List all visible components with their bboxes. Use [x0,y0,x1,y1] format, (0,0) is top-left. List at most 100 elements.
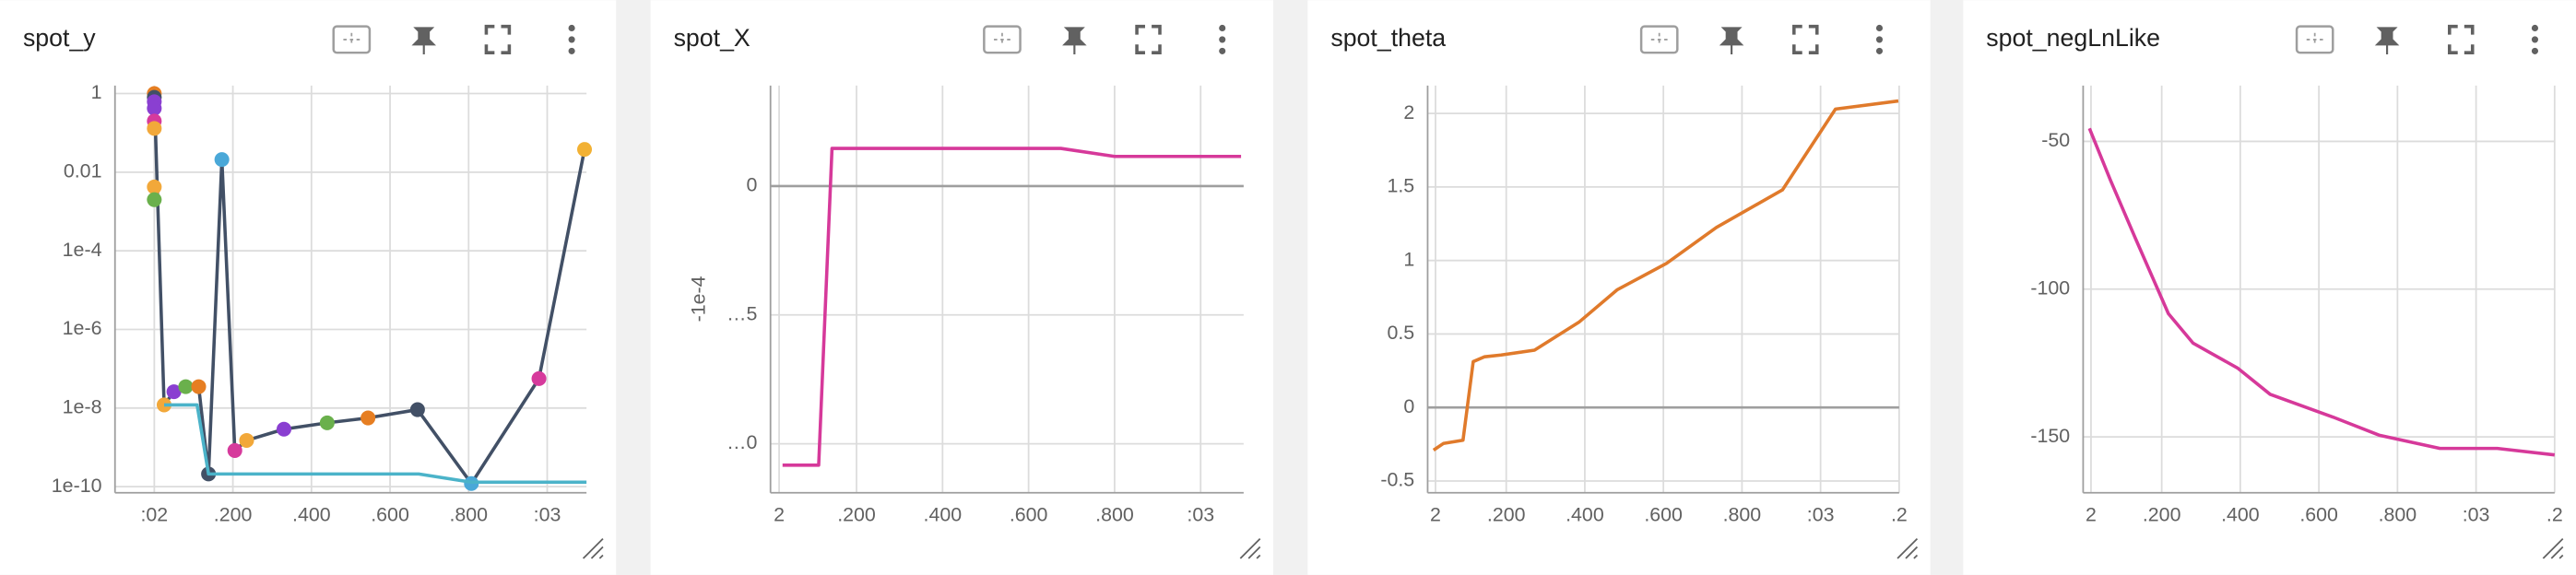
icon [1875,24,1884,32]
line [2087,127,2556,457]
icon [568,24,575,32]
icon [2550,546,2564,559]
resize-handle[interactable] [1897,537,1919,559]
icon [2295,25,2334,54]
icon [1219,24,1226,32]
fit-button[interactable] [1639,25,1679,54]
fullscreen-button[interactable] [1135,24,1162,54]
y-tick-label: 1e-8 [63,395,102,417]
x-tick-label: .200 [837,503,876,525]
point [239,432,254,448]
point [409,402,425,417]
y-tick-label: 0 [747,174,758,196]
resize-handle[interactable] [2542,537,2564,559]
fit-button[interactable] [2295,25,2334,54]
card [1963,0,2576,575]
chart-title: spot_negLnLike [1986,24,2160,52]
icon [2558,554,2564,559]
fit-button[interactable] [332,25,372,54]
icon [2306,32,2323,47]
icon [1219,36,1226,43]
x-tick-label: .600 [1010,503,1048,525]
icon [582,537,604,559]
point [214,152,230,168]
x-tick-label: .800 [1095,503,1134,525]
x-tick-label: 2 [774,503,785,525]
icon [2542,537,2564,559]
toolbar [1639,24,1884,54]
icon [1219,47,1226,54]
pin-button[interactable] [2374,27,2400,54]
icon [994,32,1010,47]
x-tick-label: .800 [1723,503,1762,525]
x-tick-label: .200 [2143,503,2181,525]
fullscreen-button[interactable] [1792,24,1819,54]
card [650,0,1273,575]
more-button[interactable] [2531,24,2539,54]
y-tick-label: 0.01 [64,159,102,182]
more-button[interactable] [1219,24,1226,54]
point [360,410,376,426]
icon [1239,537,1261,559]
icon [1905,546,1919,559]
icon [1913,554,1919,559]
y-tick-label: -100 [2030,276,2070,299]
point [276,421,292,437]
x-tick-label: 2 [2086,503,2097,525]
y-tick-label: -50 [2041,129,2070,151]
card [0,0,617,575]
y-axis-label: -1e-4 [688,276,710,322]
y-tick-label: 1e-4 [63,239,102,261]
more-button[interactable] [568,24,575,54]
icon [1650,32,1668,47]
point [147,100,162,116]
x-tick-label: :02 [140,503,168,525]
chart-title: spot_y [23,24,96,52]
line [782,147,1242,467]
x-tick-label: .800 [449,503,488,525]
pin-button[interactable] [1719,27,1744,54]
icon [2374,27,2400,54]
x-tick-label: .400 [2221,503,2260,525]
pin-button[interactable] [411,27,436,54]
point [178,379,194,394]
x-tick-label: :03 [1187,503,1214,525]
line [1432,99,1899,452]
toolbar [332,24,575,54]
x-tick-label: .600 [2299,503,2338,525]
more-button[interactable] [1875,24,1884,54]
fullscreen-button[interactable] [2448,24,2475,54]
point [147,121,162,136]
fit-button[interactable] [983,25,1022,54]
resize-handle[interactable] [582,537,604,559]
toolbar [983,24,1226,54]
y-tick-label: -150 [2030,425,2070,447]
y-tick-label: -0.5 [1380,469,1414,491]
point [191,379,207,394]
icon [343,32,360,47]
plot [782,147,1242,467]
x-tick-label: :03 [1807,503,1835,525]
pin-button[interactable] [1062,27,1087,54]
icon [1256,554,1261,559]
icon [598,554,604,559]
y-tick-label: 0.5 [1387,322,1414,344]
x-tick-label: .600 [1644,503,1683,525]
y-tick-label: …0 [727,431,757,453]
icon [332,25,372,54]
point [576,142,593,158]
chart-title: spot_theta [1330,24,1446,52]
fullscreen-button[interactable] [484,24,512,54]
resize-handle[interactable] [1239,537,1261,559]
point [166,384,182,400]
icon [568,36,575,43]
x-tick-label: .400 [1566,503,1604,525]
plot [147,86,593,491]
y-tick-label: 1.5 [1387,175,1414,197]
icon [2531,24,2539,32]
icon [568,47,575,54]
point [147,192,162,207]
y-tick-label: 0 [1403,395,1414,417]
y-tick-label: 1e-10 [52,475,102,497]
